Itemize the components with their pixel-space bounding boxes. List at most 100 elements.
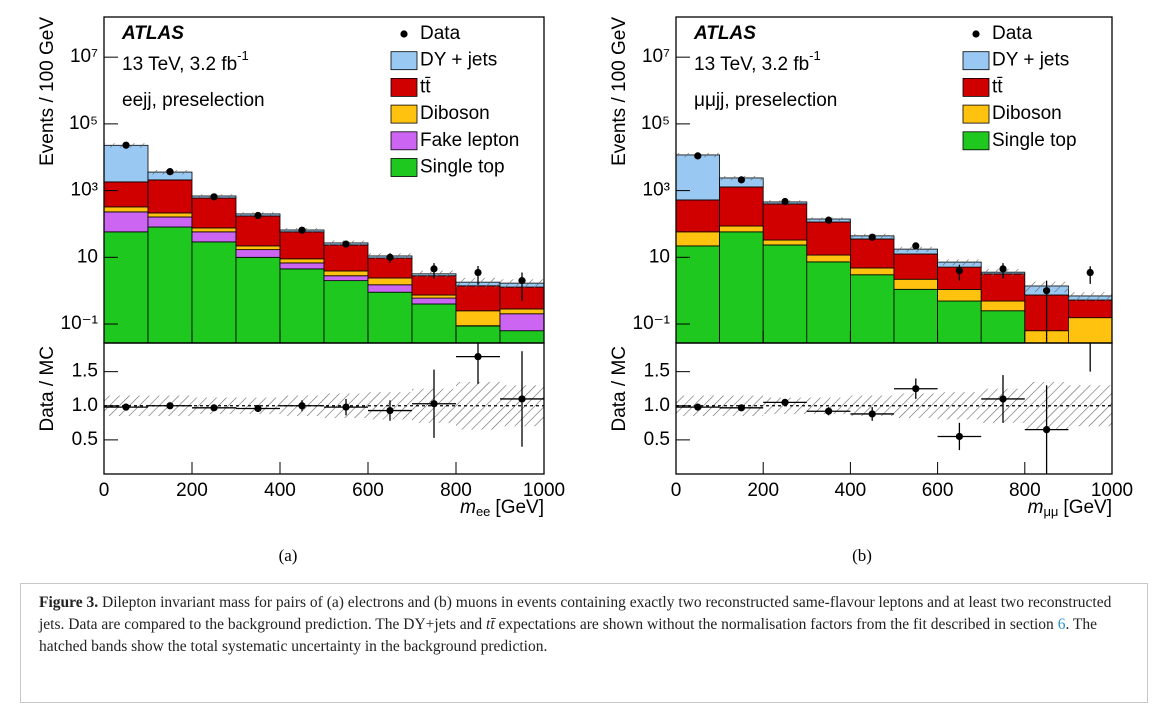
ratio-point [430, 400, 438, 408]
y-tick-label: 10⁵ [69, 113, 98, 134]
ratio-point [474, 353, 482, 361]
caption-label: Figure 3. [39, 594, 99, 611]
stack-segment [104, 181, 149, 208]
y-tick-label: 10⁻¹ [61, 313, 99, 334]
stack-segment [367, 284, 413, 293]
data-point [430, 265, 438, 273]
main-plot [104, 141, 544, 343]
stack-segment [980, 300, 1026, 312]
ratio-point [694, 403, 702, 411]
data-point [386, 253, 394, 261]
ratio-y-axis-label: Data / MC [609, 346, 630, 432]
legend-data-marker [972, 30, 980, 38]
stack-segment [676, 231, 720, 247]
section-link[interactable]: 6 [1057, 616, 1066, 633]
x-tick-label: 600 [352, 480, 384, 501]
stack-segment [762, 239, 808, 246]
y-tick-label: 10⁻¹ [633, 313, 671, 334]
legend-label: tt̄ [992, 76, 1003, 97]
stack-segment [499, 308, 544, 315]
legend-swatch [962, 51, 990, 71]
stack-segment [676, 199, 720, 233]
y-tick-label: 10³ [643, 180, 670, 201]
stack-segment [719, 231, 764, 343]
ratio-plot [676, 204, 1112, 474]
x-axis-unit: [GeV] [1063, 497, 1112, 518]
figure: (a) (b) 0 200 400 600 800 1000 10⁻¹ 10 10³ 10⁵ 10⁷… [37, 16, 1133, 565]
data-point [737, 176, 746, 184]
x-axis-label: mμμ [GeV] [1028, 497, 1112, 519]
data-point [210, 193, 218, 201]
stack-segment [147, 179, 193, 214]
ratio-y-tick-label: 1.0 [644, 395, 670, 416]
ratio-point [1087, 204, 1094, 211]
energy-sup: -1 [237, 48, 249, 63]
legend-swatch [390, 158, 418, 177]
ratio-point [210, 404, 218, 412]
energy-text: 13 TeV, 3.2 fb [122, 54, 237, 75]
data-point [518, 277, 526, 285]
stack-segment [411, 297, 457, 305]
data-point [122, 141, 130, 149]
data-point [955, 266, 964, 275]
stack-segment [850, 274, 895, 343]
caption: Figure 3. Dilepton invariant mass for pa… [20, 583, 1148, 703]
ratio-point [254, 404, 262, 413]
legend-swatch [962, 104, 990, 124]
energy-text: 13 TeV, 3.2 fb [694, 54, 809, 75]
stack-segment [893, 288, 938, 343]
stack-segment [850, 238, 895, 269]
caption-text: . The hatched bands show the total syste… [39, 616, 1098, 655]
stack-segment [279, 258, 325, 264]
stack-segment [367, 277, 413, 286]
channel-label: eejj, preselection [122, 90, 265, 111]
data-point [166, 168, 174, 176]
data-point [254, 211, 262, 220]
stack-segment [235, 256, 281, 343]
ratio-point [298, 402, 306, 410]
legend-swatch [390, 131, 418, 151]
stack-segment [937, 289, 982, 302]
stack-segment [762, 244, 808, 343]
x-axis-sub: ee [476, 504, 490, 519]
y-tick-label: 10⁷ [642, 46, 670, 67]
ratio-point [166, 402, 174, 410]
data-point [912, 242, 920, 250]
ratio-point [868, 410, 876, 418]
stack-segment [191, 241, 237, 343]
legend-swatch [962, 78, 990, 97]
data-point [694, 152, 702, 160]
stack-segment [104, 206, 149, 213]
stack-segment [104, 144, 149, 183]
stack-segment [850, 267, 895, 276]
stack-segment [455, 325, 501, 343]
x-tick-label: 400 [835, 480, 867, 501]
data-point [999, 265, 1007, 273]
legend-label: Data [420, 23, 461, 44]
stack-segment [104, 211, 149, 233]
panel-label: (b) [852, 546, 872, 565]
caption-text: Dilepton invariant mass for pairs of (a)… [39, 594, 1112, 633]
x-tick-label: 200 [176, 480, 208, 501]
stack-segment [499, 313, 544, 332]
x-tick-label: 600 [922, 480, 954, 501]
stack-segment [323, 275, 369, 282]
legend-label: DY + jets [992, 50, 1069, 71]
stack-segment [235, 215, 281, 247]
x-tick-label: 200 [747, 480, 779, 501]
stack-segment [147, 216, 193, 228]
stack-segment [893, 253, 938, 280]
stack-segment [455, 310, 501, 327]
legend-swatch [390, 51, 418, 71]
stack-segment [893, 278, 938, 290]
stack-segment [806, 221, 851, 256]
legend-label: Diboson [992, 103, 1062, 124]
ratio-point [1043, 426, 1051, 434]
ratio-y-tick-label: 0.5 [644, 429, 670, 450]
caption-symbol: tt̄ [486, 616, 495, 633]
y-tick-label: 10 [649, 246, 670, 267]
legend-swatch [390, 104, 418, 124]
data-point [1086, 268, 1094, 277]
data-point [868, 233, 876, 241]
legend-data-marker [400, 30, 408, 38]
